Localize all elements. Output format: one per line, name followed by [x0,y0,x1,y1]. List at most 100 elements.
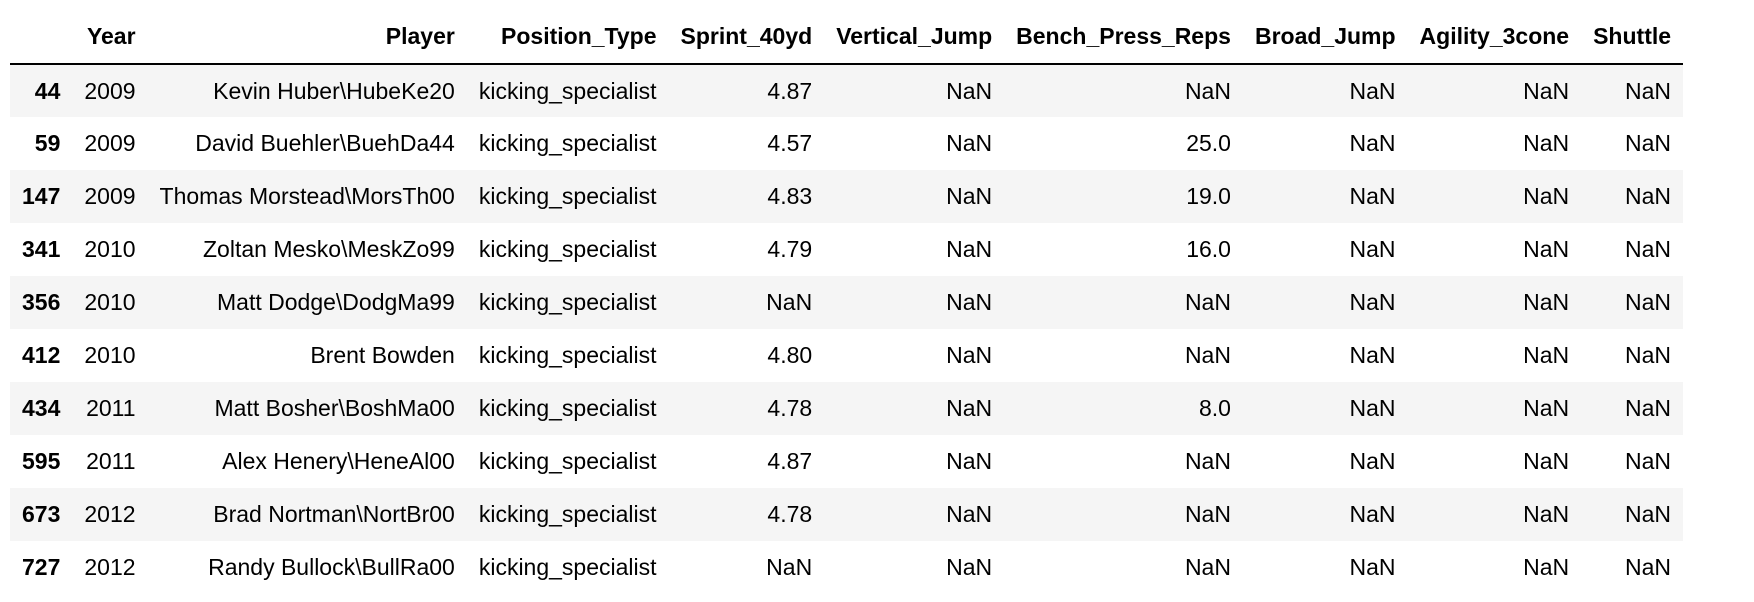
cell-broad-jump: NaN [1349,77,1396,104]
cell-agility-3cone: NaN [1523,448,1570,474]
cell-shuttle: NaN [1625,395,1672,421]
cell-player: Randy Bullock\BullRa00 [208,554,455,580]
cell-vertical-jump: NaN [946,183,993,209]
cell-shuttle: NaN [1625,289,1672,315]
cell-year: 2012 [84,501,136,527]
table-row: 673 2012 Brad Nortman\NortBr00 kicking_spec… [10,488,1684,541]
table-row: 341 2010 Zoltan Mesko\MeskZo99 kicking_spec… [10,223,1684,276]
cell-year: 2012 [84,554,136,580]
cell-shuttle: NaN [1625,130,1672,156]
cell-sprint-40yd: 4.57 [767,130,813,156]
cell-bench-press-reps: NaN [1184,289,1231,315]
cell-sprint-40yd: 4.78 [767,395,813,421]
row-index: 147 [22,183,61,209]
cell-year: 2009 [84,77,136,104]
cell-bench-press-reps: NaN [1184,448,1231,474]
cell-bench-press-reps: 19.0 [1186,183,1231,209]
cell-bench-press-reps: 16.0 [1186,236,1231,262]
cell-sprint-40yd: 4.80 [767,342,813,368]
cell-agility-3cone: NaN [1523,183,1570,209]
cell-player: Matt Dodge\DodgMa99 [217,289,455,315]
column-header-vertical-jump: Vertical_Jump [824,10,1005,65]
cell-position-type: kicking_specialist [478,501,657,527]
row-index: 59 [34,130,61,156]
cell-shuttle: NaN [1625,236,1672,262]
header-row: Year Player Position_Type Sprint_40yd Ve… [10,10,1684,65]
cell-vertical-jump: NaN [946,342,993,368]
table-row: 595 2011 Alex Henery\HeneAl00 kicking_speci… [10,435,1684,488]
table-row: 147 2009 Thomas Morstead\MorsTh00 kicking_s… [10,170,1684,223]
cell-player: Brad Nortman\NortBr00 [213,501,455,527]
cell-agility-3cone: NaN [1523,554,1570,580]
cell-player: Alex Henery\HeneAl00 [222,448,455,474]
cell-sprint-40yd: NaN [766,289,813,315]
cell-shuttle: NaN [1625,77,1672,104]
column-header-agility-3cone: Agility_3cone [1407,10,1582,65]
cell-position-type: kicking_specialist [478,183,657,209]
table-body: 44 2009 Kevin Huber\HubeKe20 kicking_specia… [10,64,1684,594]
row-index: 673 [22,501,61,527]
cell-broad-jump: NaN [1349,342,1396,368]
table-row: 44 2009 Kevin Huber\HubeKe20 kicking_specia… [10,64,1684,117]
cell-vertical-jump: NaN [946,501,993,527]
cell-broad-jump: NaN [1349,183,1396,209]
cell-broad-jump: NaN [1349,501,1396,527]
cell-shuttle: NaN [1625,342,1672,368]
cell-broad-jump: NaN [1349,130,1396,156]
cell-player: Brent Bowden [310,342,455,368]
cell-sprint-40yd: 4.87 [767,448,813,474]
row-index: 727 [22,554,61,580]
cell-year: 2010 [84,236,136,262]
cell-bench-press-reps: NaN [1184,554,1231,580]
cell-vertical-jump: NaN [946,77,993,104]
cell-year: 2011 [86,395,136,421]
row-index: 341 [22,236,61,262]
cell-vertical-jump: NaN [946,289,993,315]
cell-bench-press-reps: NaN [1184,501,1231,527]
cell-player: Thomas Morstead\MorsTh00 [159,183,455,209]
cell-broad-jump: NaN [1349,395,1396,421]
cell-player: Matt Bosher\BoshMa00 [214,395,455,421]
table-row: 59 2009 David Buehler\BuehDa44 kicking_spec… [10,117,1684,170]
cell-shuttle: NaN [1625,554,1672,580]
cell-broad-jump: NaN [1349,289,1396,315]
column-header-year: Year [72,10,148,65]
cell-sprint-40yd: 4.78 [767,501,813,527]
cell-sprint-40yd: 4.83 [767,183,813,209]
cell-player: Zoltan Mesko\MeskZo99 [203,236,455,262]
row-index: 412 [22,342,61,368]
cell-vertical-jump: NaN [946,236,993,262]
row-index: 44 [34,77,61,104]
cell-vertical-jump: NaN [946,395,993,421]
cell-position-type: kicking_specialist [478,130,657,156]
cell-bench-press-reps: NaN [1184,342,1231,368]
cell-sprint-40yd: NaN [766,554,813,580]
dataframe-table: Year Player Position_Type Sprint_40yd Ve… [10,10,1684,594]
cell-sprint-40yd: 4.79 [767,236,813,262]
cell-agility-3cone: NaN [1523,395,1570,421]
cell-agility-3cone: NaN [1523,130,1570,156]
cell-position-type: kicking_specialist [478,395,657,421]
cell-position-type: kicking_specialist [478,289,657,315]
cell-agility-3cone: NaN [1523,77,1570,104]
cell-player: Kevin Huber\HubeKe20 [213,77,455,104]
cell-agility-3cone: NaN [1523,289,1570,315]
cell-shuttle: NaN [1625,448,1672,474]
cell-player: David Buehler\BuehDa44 [195,130,455,156]
column-header-bench-press-reps: Bench_Press_Reps [1004,10,1243,65]
cell-bench-press-reps: 8.0 [1198,395,1231,421]
column-header-position-type: Position_Type [466,10,669,65]
cell-year: 2009 [84,130,136,156]
table-row: 412 2010 Brent Bowden kicking_specialist 4.8… [10,329,1684,382]
cell-agility-3cone: NaN [1523,501,1570,527]
column-header-sprint-40yd: Sprint_40yd [668,10,825,65]
cell-year: 2010 [84,289,136,315]
cell-shuttle: NaN [1625,501,1672,527]
cell-position-type: kicking_specialist [478,554,657,580]
cell-position-type: kicking_specialist [478,448,657,474]
cell-year: 2009 [84,183,136,209]
cell-vertical-jump: NaN [946,554,993,580]
column-header-shuttle: Shuttle [1581,10,1684,65]
cell-broad-jump: NaN [1349,448,1396,474]
cell-position-type: kicking_specialist [478,77,657,104]
